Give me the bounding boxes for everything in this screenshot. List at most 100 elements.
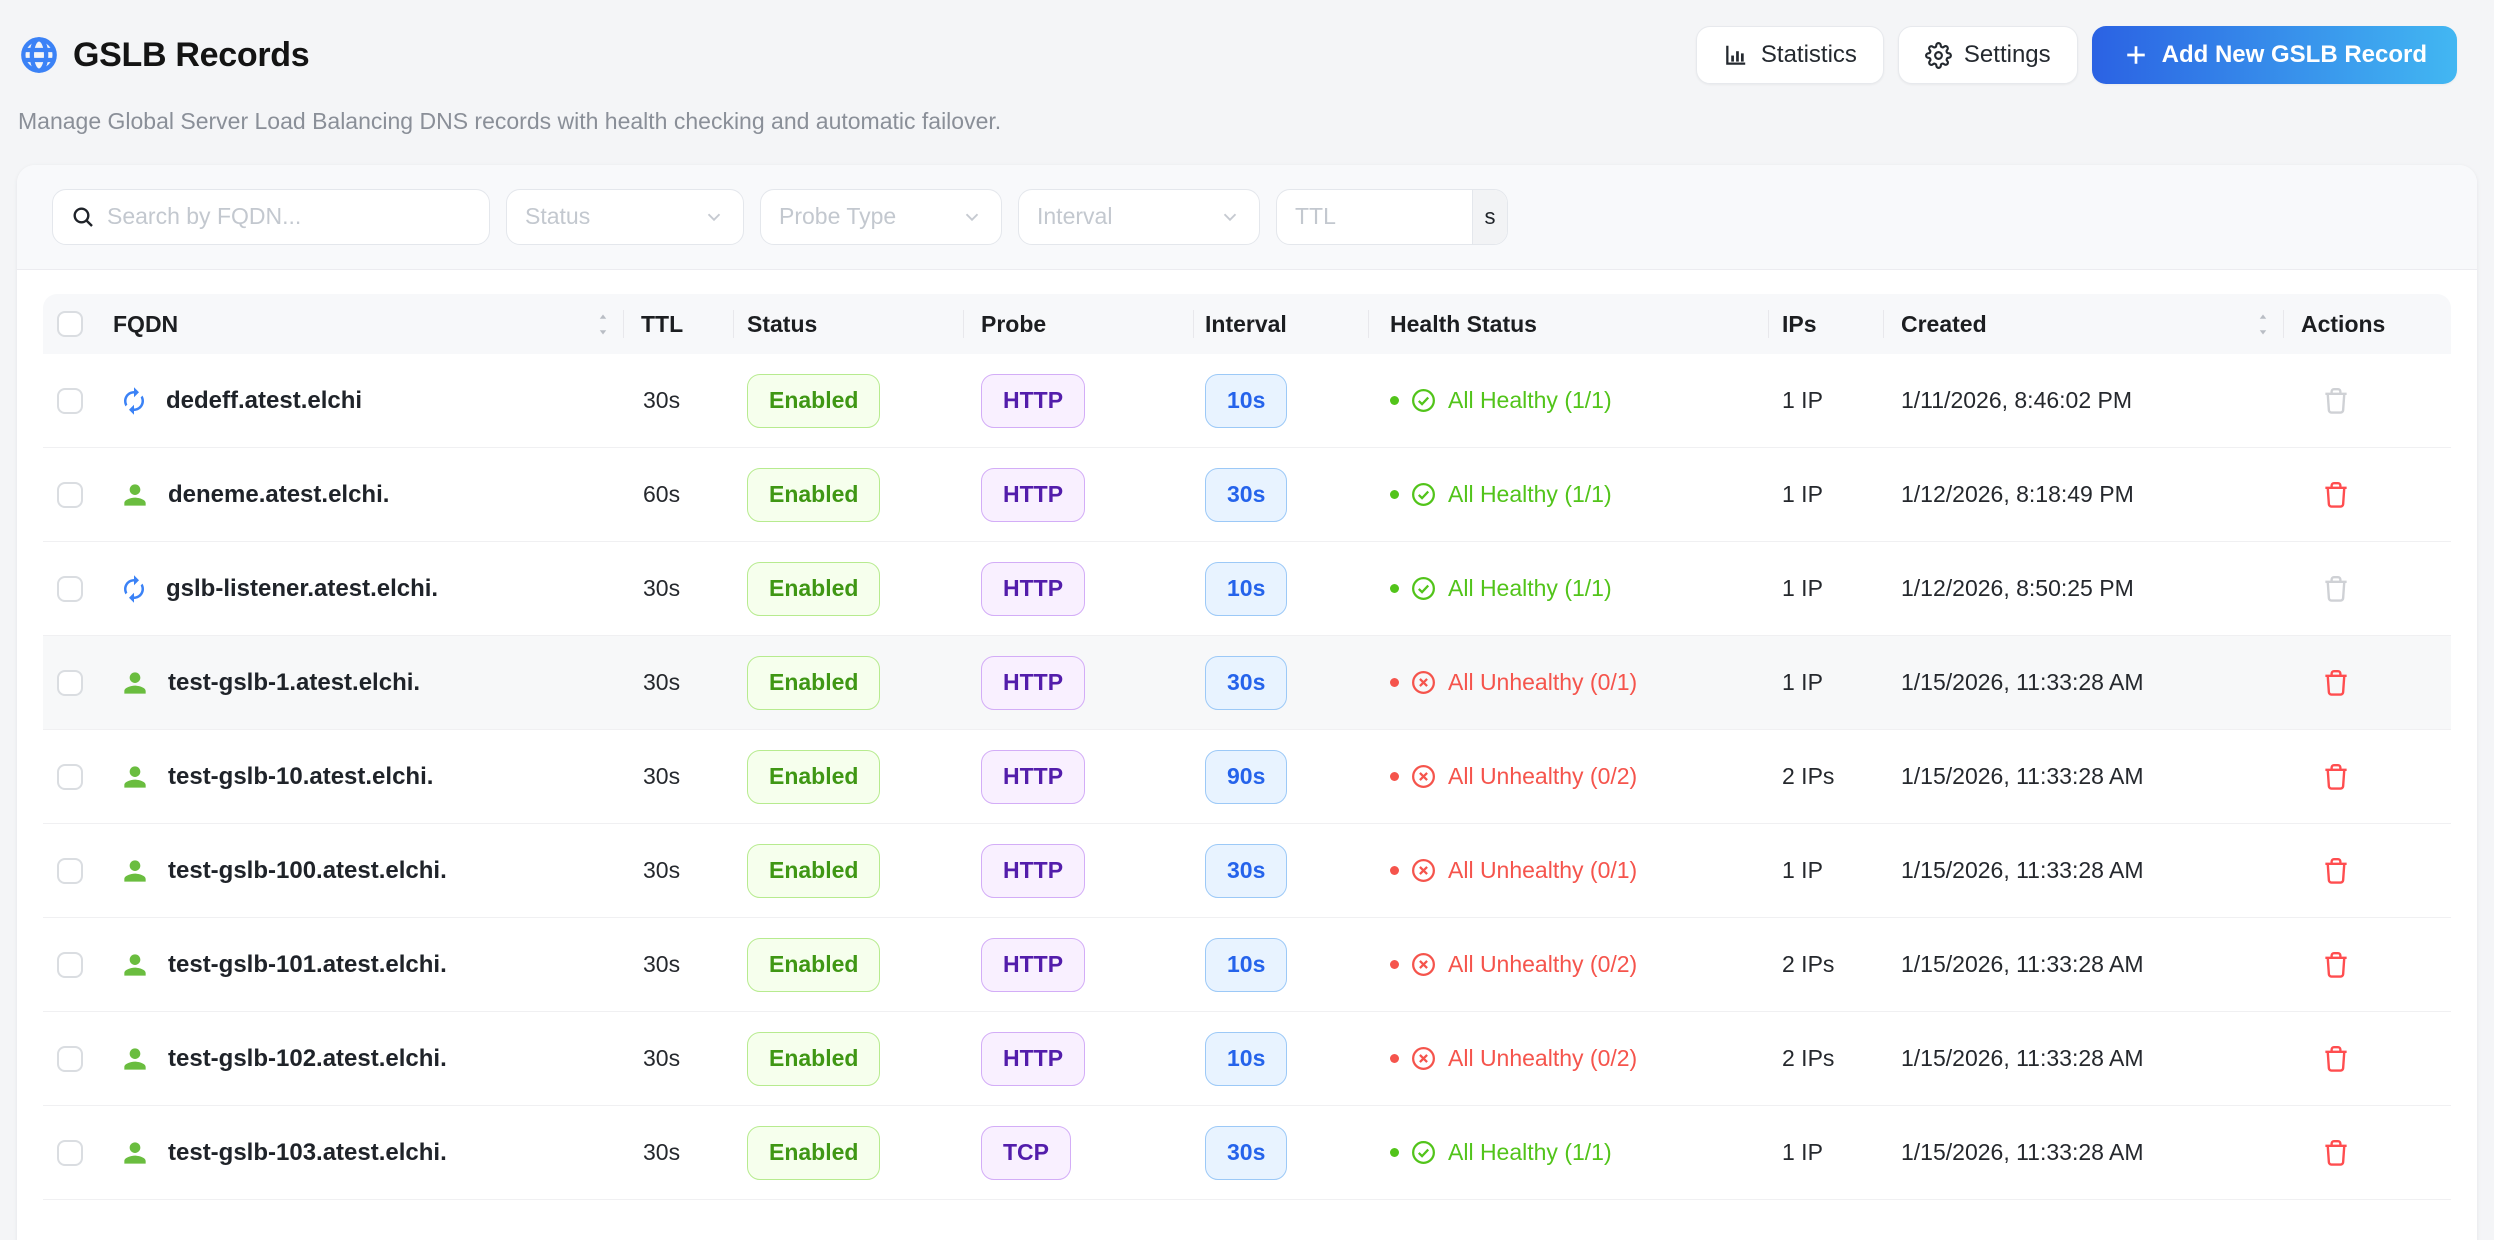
status-filter-select[interactable]: Status	[506, 188, 744, 245]
health-dot-icon	[1390, 490, 1399, 499]
row-checkbox[interactable]	[57, 481, 83, 508]
interval-badge: 10s	[1205, 373, 1288, 428]
ttl-value: 30s	[643, 951, 681, 977]
interval-badge: 30s	[1205, 467, 1288, 522]
table-row[interactable]: test-gslb-101.atest.elchi. 30s Enabled H…	[43, 918, 2451, 1012]
table-row[interactable]: test-gslb-103.atest.elchi. 30s Enabled T…	[43, 1106, 2451, 1200]
probe-badge: TCP	[981, 1125, 1071, 1180]
created-value: 1/15/2026, 11:33:28 AM	[1901, 951, 2144, 977]
health-dot-icon	[1390, 1148, 1399, 1157]
probe-badge: HTTP	[981, 1031, 1086, 1086]
records-table: FQDN TTL Status Probe Interval Health St…	[43, 294, 2451, 1200]
table-header-row: FQDN TTL Status Probe Interval Health St…	[43, 294, 2451, 354]
select-all-checkbox[interactable]	[57, 311, 83, 337]
probe-type-filter-select[interactable]: Probe Type	[760, 188, 1002, 245]
ttl-input[interactable]	[1277, 203, 1472, 230]
table-row[interactable]: test-gslb-1.atest.elchi. 30s Enabled HTT…	[43, 636, 2451, 730]
row-checkbox[interactable]	[57, 669, 83, 696]
ttl-value: 30s	[643, 763, 681, 789]
row-checkbox[interactable]	[57, 575, 83, 602]
probe-badge: HTTP	[981, 749, 1086, 804]
ips-value: 1 IP	[1782, 1139, 1823, 1165]
health-status: All Unhealthy (0/1)	[1390, 669, 1637, 696]
interval-badge: 10s	[1205, 937, 1288, 992]
chevron-down-icon	[1219, 206, 1241, 228]
health-status: All Unhealthy (0/2)	[1390, 1045, 1637, 1072]
check-circle-icon	[1410, 575, 1437, 602]
status-badge: Enabled	[747, 843, 881, 898]
column-header-interval[interactable]: Interval	[1193, 294, 1368, 354]
table-row[interactable]: dedeff.atest.elchi 30s Enabled HTTP 10s …	[43, 354, 2451, 448]
row-checkbox[interactable]	[57, 857, 83, 884]
probe-badge: HTTP	[981, 467, 1086, 522]
interval-badge: 30s	[1205, 1125, 1288, 1180]
sort-icon[interactable]	[2257, 312, 2269, 337]
column-header-ttl[interactable]: TTL	[623, 294, 733, 354]
delete-button[interactable]	[2317, 852, 2355, 890]
created-value: 1/12/2026, 8:50:25 PM	[1901, 575, 2134, 601]
statistics-button[interactable]: Statistics	[1695, 26, 1884, 84]
table-row[interactable]: deneme.atest.elchi. 60s Enabled HTTP 30s…	[43, 448, 2451, 542]
column-header-health-status[interactable]: Health Status	[1368, 294, 1768, 354]
fqdn-text: test-gslb-101.atest.elchi.	[168, 950, 447, 978]
interval-badge: 30s	[1205, 843, 1288, 898]
delete-button[interactable]	[2317, 1040, 2355, 1078]
page-title: GSLB Records	[73, 35, 310, 74]
fqdn-text: test-gslb-10.atest.elchi.	[168, 762, 434, 790]
ips-value: 1 IP	[1782, 575, 1823, 601]
row-checkbox[interactable]	[57, 951, 83, 978]
bar-chart-icon	[1723, 42, 1749, 68]
trash-icon	[2321, 1138, 2351, 1168]
row-checkbox[interactable]	[57, 1139, 83, 1166]
chevron-down-icon	[703, 206, 725, 228]
delete-button[interactable]	[2317, 1134, 2355, 1172]
column-header-probe[interactable]: Probe	[963, 294, 1193, 354]
delete-button[interactable]	[2317, 476, 2355, 514]
table-row[interactable]: test-gslb-102.atest.elchi. 30s Enabled H…	[43, 1012, 2451, 1106]
row-checkbox[interactable]	[57, 1045, 83, 1072]
delete-button[interactable]	[2317, 946, 2355, 984]
delete-button[interactable]	[2317, 570, 2355, 608]
delete-button[interactable]	[2317, 382, 2355, 420]
ips-value: 1 IP	[1782, 387, 1823, 413]
health-status: All Healthy (1/1)	[1390, 575, 1612, 602]
settings-button[interactable]: Settings	[1897, 26, 2078, 84]
ttl-filter-group: s	[1276, 188, 1508, 245]
delete-button[interactable]	[2317, 664, 2355, 702]
table-row[interactable]: gslb-listener.atest.elchi. 30s Enabled H…	[43, 542, 2451, 636]
add-gslb-record-button[interactable]: Add New GSLB Record	[2091, 26, 2457, 84]
ttl-value: 30s	[643, 1045, 681, 1071]
delete-button[interactable]	[2317, 758, 2355, 796]
interval-filter-select[interactable]: Interval	[1018, 188, 1260, 245]
table-row[interactable]: test-gslb-100.atest.elchi. 30s Enabled H…	[43, 824, 2451, 918]
ttl-value: 30s	[643, 387, 681, 413]
row-checkbox[interactable]	[57, 763, 83, 790]
health-status: All Unhealthy (0/2)	[1390, 951, 1637, 978]
health-dot-icon	[1390, 396, 1399, 405]
row-checkbox[interactable]	[57, 387, 83, 414]
person-icon	[119, 855, 151, 887]
ttl-value: 30s	[643, 669, 681, 695]
ttl-seconds-suffix: s	[1472, 189, 1507, 244]
trash-icon	[2321, 762, 2351, 792]
ips-value: 2 IPs	[1782, 763, 1835, 789]
sync-icon	[119, 574, 149, 604]
column-header-created[interactable]: Created	[1883, 294, 2283, 354]
health-dot-icon	[1390, 772, 1399, 781]
column-header-status[interactable]: Status	[733, 294, 963, 354]
search-input[interactable]	[107, 203, 471, 230]
health-status: All Unhealthy (0/2)	[1390, 763, 1637, 790]
column-header-ips[interactable]: IPs	[1768, 294, 1883, 354]
table-row[interactable]: test-gslb-10.atest.elchi. 30s Enabled HT…	[43, 730, 2451, 824]
sort-icon[interactable]	[597, 312, 609, 337]
health-dot-icon	[1390, 960, 1399, 969]
health-status: All Unhealthy (0/1)	[1390, 857, 1637, 884]
probe-badge: HTTP	[981, 373, 1086, 428]
search-icon	[71, 205, 95, 229]
fqdn-text: test-gslb-103.atest.elchi.	[168, 1138, 447, 1166]
person-icon	[119, 949, 151, 981]
created-value: 1/15/2026, 11:33:28 AM	[1901, 1139, 2144, 1165]
page-header: GSLB Records Statistics Settings Add New…	[0, 0, 2494, 86]
status-badge: Enabled	[747, 561, 881, 616]
column-header-fqdn[interactable]: FQDN	[103, 294, 623, 354]
